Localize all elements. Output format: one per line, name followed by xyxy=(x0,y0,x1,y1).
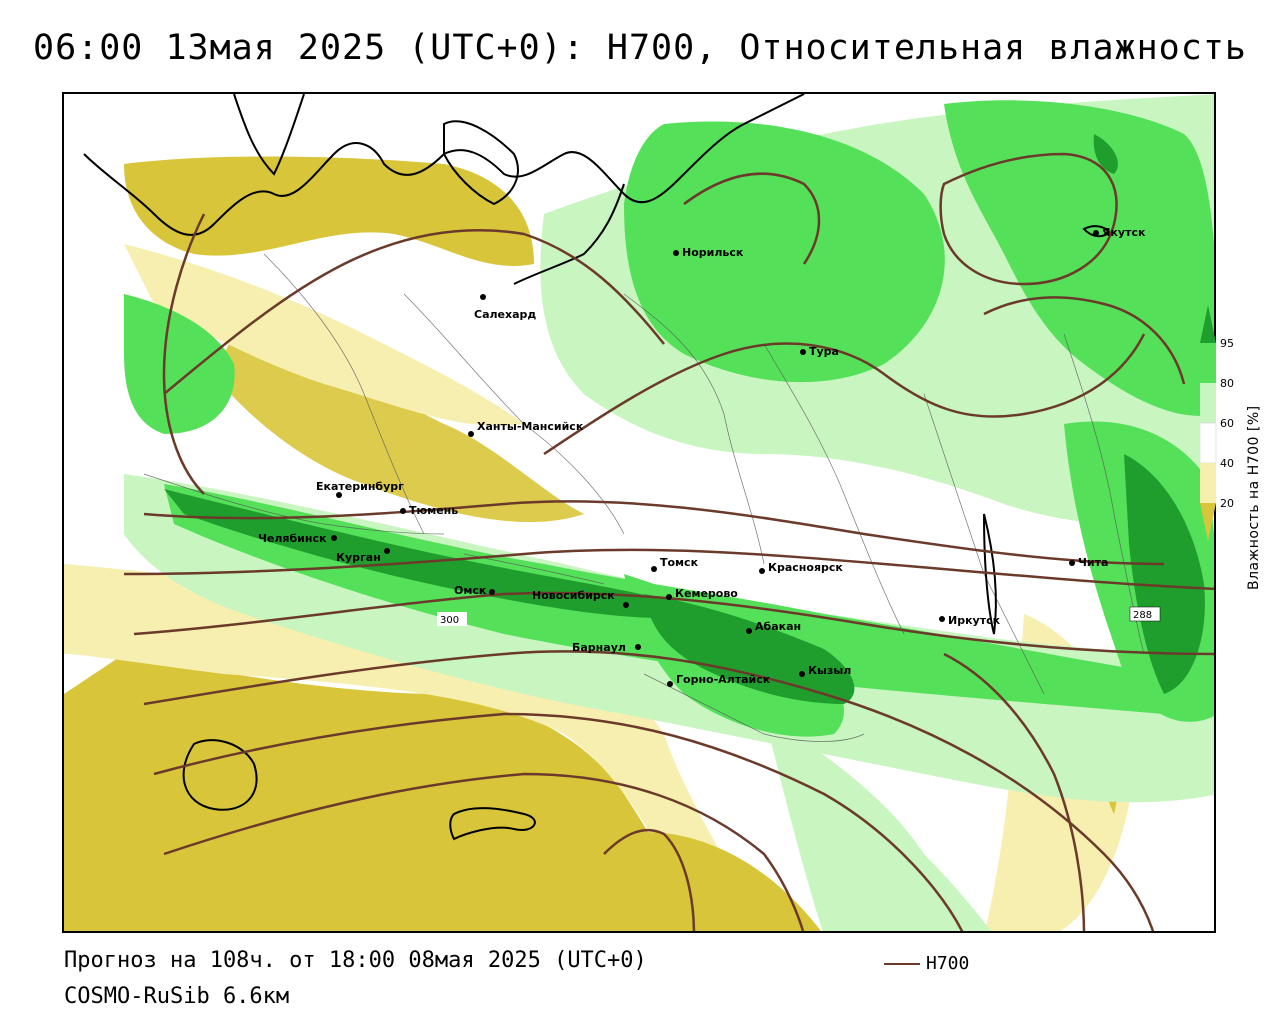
city-norilsk: Норильск xyxy=(673,246,744,259)
dry-zone-southeast xyxy=(624,832,821,931)
colorbar-tick-80: 80 xyxy=(1220,377,1234,390)
moist-dark-band xyxy=(164,489,704,619)
humidity-map: 300 288 Норильск Якутск Салехард Тура Ха… xyxy=(64,94,1214,931)
moist-light-southeast xyxy=(764,714,992,931)
moist-medium-northeast xyxy=(944,100,1214,416)
dry-zone-west xyxy=(214,334,584,523)
light-dry-west xyxy=(124,244,524,426)
svg-text:Екатеринбург: Екатеринбург xyxy=(316,480,404,493)
city-novosibirsk: Новосибирск xyxy=(532,589,629,608)
colorbar-tick-20: 20 xyxy=(1220,497,1234,510)
city-omsk: Омск xyxy=(454,584,495,597)
svg-text:Омск: Омск xyxy=(454,584,487,597)
city-kemerovo: Кемерово xyxy=(666,587,738,600)
city-chita: Чита xyxy=(1069,556,1108,569)
model-name: COSMO-RuSib 6.6км xyxy=(64,984,290,1009)
coastline xyxy=(83,94,1111,841)
svg-text:Курган: Курган xyxy=(336,551,381,564)
svg-text:Кемерово: Кемерово xyxy=(675,587,738,600)
svg-text:Якутск: Якутск xyxy=(1102,226,1146,239)
colorbar-tick-60: 60 xyxy=(1220,417,1234,430)
svg-text:Томск: Томск xyxy=(660,556,699,569)
svg-text:Челябинск: Челябинск xyxy=(258,532,327,545)
map-area: 300 288 Норильск Якутск Салехард Тура Ха… xyxy=(62,92,1216,933)
colorbar-tick-95: 95 xyxy=(1220,337,1234,350)
map-title: 06:00 13мая 2025 (UTC+0): H700, Относите… xyxy=(33,28,1247,68)
colorbar-segment-80 xyxy=(1200,343,1216,383)
svg-text:Красноярск: Красноярск xyxy=(768,561,843,574)
svg-text:Горно-Алтайск: Горно-Алтайск xyxy=(676,673,771,686)
moist-medium-north xyxy=(624,121,945,383)
city-khanty-mansiysk: Ханты-Мансийск xyxy=(468,420,584,437)
forecast-info: Прогноз на 108ч. от 18:00 08мая 2025 (UT… xyxy=(64,948,647,973)
city-barnaul: Барнаул xyxy=(572,641,641,654)
colorbar-segment-40 xyxy=(1200,422,1217,464)
city-gorno-altaysk: Горно-Алтайск xyxy=(667,673,771,687)
contour-legend-label: H700 xyxy=(926,953,970,974)
svg-text:Тура: Тура xyxy=(809,345,839,358)
city-kyzyl: Кызыл xyxy=(799,664,851,677)
moist-dark-east xyxy=(1124,454,1205,694)
city-abakan: Абакан xyxy=(746,620,801,634)
city-tomsk: Томск xyxy=(651,556,699,572)
h700-contours xyxy=(123,152,1214,931)
city-krasnoyarsk: Красноярск xyxy=(759,561,843,574)
city-markers: Норильск Якутск Салехард Тура Ханты-Манс… xyxy=(258,226,1146,687)
svg-text:Кызыл: Кызыл xyxy=(808,664,851,677)
city-ekaterinburg: Екатеринбург xyxy=(316,480,404,498)
colorbar-arrow-bottom xyxy=(1200,503,1216,541)
light-dry-south xyxy=(64,564,762,931)
svg-text:Салехард: Салехард xyxy=(474,308,536,321)
colorbar-tick-40: 40 xyxy=(1220,457,1234,470)
city-salekhard: Салехард xyxy=(474,294,536,321)
regional-borders xyxy=(143,253,1145,742)
city-kurgan: Курган xyxy=(336,548,390,564)
contour-labels: 300 288 xyxy=(437,606,1161,626)
colorbar-title: Влажность на H700 [%] xyxy=(1246,405,1262,590)
svg-text:Барнаул: Барнаул xyxy=(572,641,626,654)
colorbar-segment-60 xyxy=(1200,383,1216,423)
humidity-colorbar: 95 80 60 40 20 xyxy=(1200,305,1234,541)
contour-label-300: 300 xyxy=(440,615,459,626)
svg-text:Абакан: Абакан xyxy=(755,620,801,633)
svg-text:Иркутск: Иркутск xyxy=(948,614,1001,627)
dry-zone-north xyxy=(124,156,534,267)
city-yakutsk: Якутск xyxy=(1093,226,1146,239)
svg-text:Норильск: Норильск xyxy=(682,246,744,259)
contour-legend: H700 xyxy=(884,953,969,974)
contour-legend-swatch xyxy=(884,962,920,965)
contour-label-288: 288 xyxy=(1133,610,1152,621)
svg-text:Чита: Чита xyxy=(1078,556,1108,569)
city-tyumen: Тюмень xyxy=(400,504,458,517)
svg-text:Новосибирск: Новосибирск xyxy=(532,589,615,602)
colorbar-segment-20 xyxy=(1200,463,1216,503)
colorbar-arrow-top xyxy=(1200,305,1216,343)
city-irkutsk: Иркутск xyxy=(939,614,1001,627)
dry-zone-south xyxy=(64,654,702,931)
svg-text:Тюмень: Тюмень xyxy=(409,504,458,517)
moist-medium-west xyxy=(124,294,235,434)
city-tura: Тура xyxy=(800,345,839,358)
city-chelyabinsk: Челябинск xyxy=(258,532,337,545)
svg-text:Ханты-Мансийск: Ханты-Мансийск xyxy=(477,420,584,433)
